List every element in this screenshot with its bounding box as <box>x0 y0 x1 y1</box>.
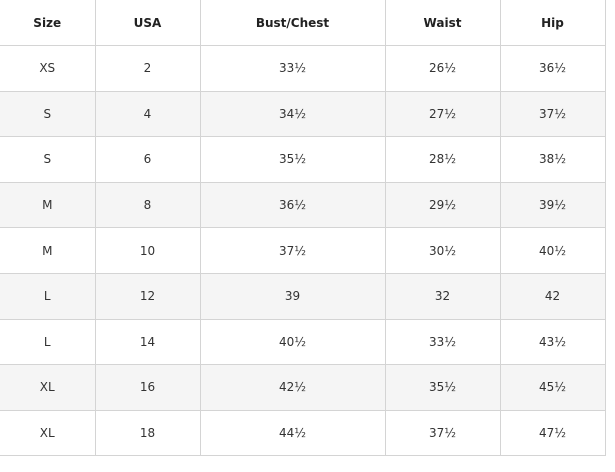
table-cell: 27½ <box>385 91 501 138</box>
table-row: M 10 37½ 30½ 40½ <box>0 227 606 274</box>
table-row: L 14 40½ 33½ 43½ <box>0 319 606 366</box>
table-row: M 8 36½ 29½ 39½ <box>0 182 606 229</box>
table-cell: 44½ <box>200 410 386 457</box>
table-cell: 35½ <box>200 136 386 183</box>
column-header: Waist <box>385 0 501 46</box>
table-cell: 12 <box>95 273 201 320</box>
table-cell: 43½ <box>500 319 606 366</box>
table-cell: 28½ <box>385 136 501 183</box>
table-cell: 37½ <box>200 227 386 274</box>
table-row: XS 2 33½ 26½ 36½ <box>0 45 606 92</box>
table-cell: 35½ <box>385 364 501 411</box>
table-row: L 12 39 32 42 <box>0 273 606 320</box>
table-cell: 42 <box>500 273 606 320</box>
table-cell: 16 <box>95 364 201 411</box>
column-header: Size <box>0 0 96 46</box>
table-cell: L <box>0 319 96 366</box>
table-row: S 4 34½ 27½ 37½ <box>0 91 606 138</box>
table-cell: XL <box>0 364 96 411</box>
table-cell: 30½ <box>385 227 501 274</box>
column-header: USA <box>95 0 201 46</box>
table-cell: M <box>0 182 96 229</box>
size-chart: Size USA Bust/Chest Waist Hip XS 2 33½ 26½ 36½ S 4… <box>0 0 606 457</box>
table-cell: 8 <box>95 182 201 229</box>
table-cell: 39 <box>200 273 386 320</box>
table-row: S 6 35½ 28½ 38½ <box>0 136 606 183</box>
table-cell: S <box>0 91 96 138</box>
column-header: Hip <box>500 0 606 46</box>
table-cell: 18 <box>95 410 201 457</box>
table-cell: 14 <box>95 319 201 366</box>
table-cell: 32 <box>385 273 501 320</box>
table-cell: 33½ <box>385 319 501 366</box>
table-cell: 37½ <box>500 91 606 138</box>
table-cell: 33½ <box>200 45 386 92</box>
table-cell: 4 <box>95 91 201 138</box>
table-row: XL 16 42½ 35½ 45½ <box>0 364 606 411</box>
table-cell: 39½ <box>500 182 606 229</box>
table-cell: 47½ <box>500 410 606 457</box>
column-header: Bust/Chest <box>200 0 386 46</box>
table-cell: 29½ <box>385 182 501 229</box>
table-cell: 10 <box>95 227 201 274</box>
table-cell: XL <box>0 410 96 457</box>
table-cell: 34½ <box>200 91 386 138</box>
table-cell: XS <box>0 45 96 92</box>
table-cell: 26½ <box>385 45 501 92</box>
table-cell: 36½ <box>200 182 386 229</box>
table-cell: L <box>0 273 96 320</box>
table-cell: M <box>0 227 96 274</box>
table-cell: 40½ <box>200 319 386 366</box>
table-cell: 6 <box>95 136 201 183</box>
table-cell: 40½ <box>500 227 606 274</box>
table-cell: 37½ <box>385 410 501 457</box>
header-row: Size USA Bust/Chest Waist Hip <box>0 0 606 46</box>
table-cell: 38½ <box>500 136 606 183</box>
table-cell: 45½ <box>500 364 606 411</box>
table-cell: 36½ <box>500 45 606 92</box>
table-cell: 2 <box>95 45 201 92</box>
table-cell: 42½ <box>200 364 386 411</box>
table-cell: S <box>0 136 96 183</box>
table-row: XL 18 44½ 37½ 47½ <box>0 410 606 457</box>
